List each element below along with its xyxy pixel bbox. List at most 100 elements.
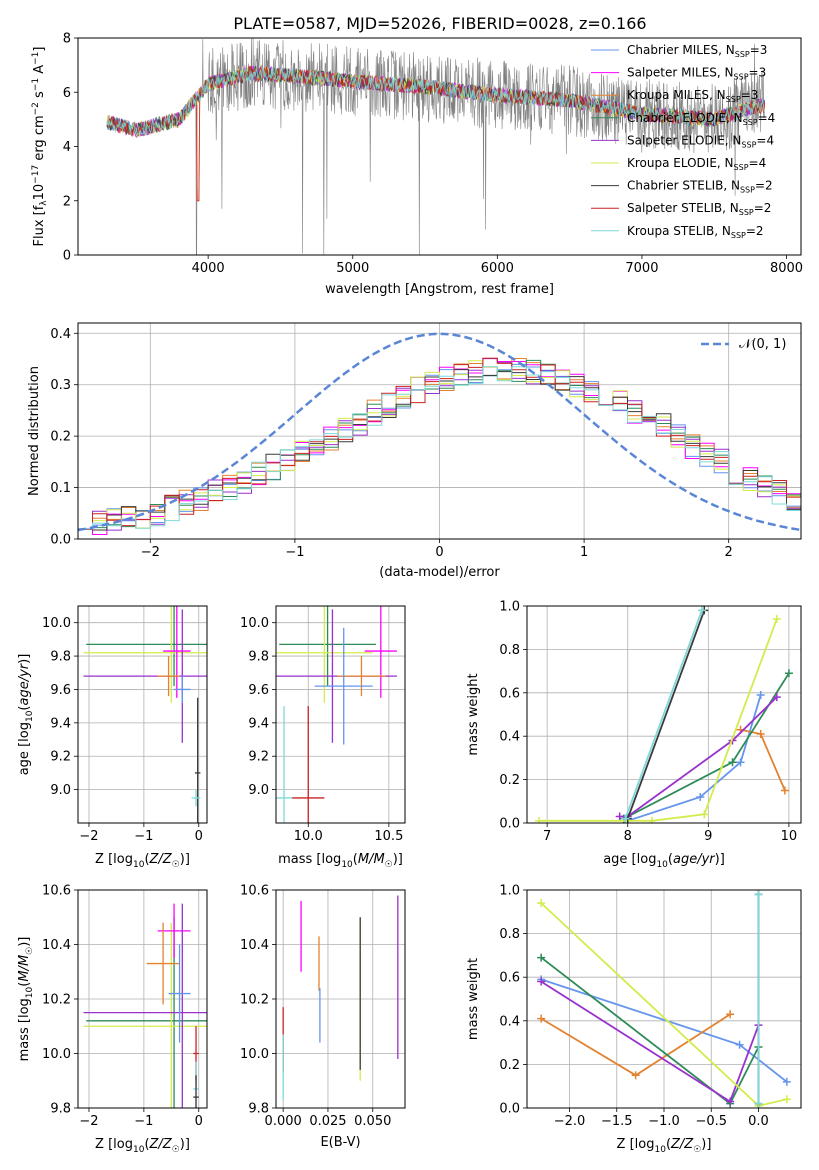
mass-weight-series-line bbox=[627, 694, 762, 822]
y-axis-label-part: ☉ bbox=[25, 947, 35, 955]
y-tick-label: 9.8 bbox=[50, 1102, 71, 1117]
y-axis-label: Normed distribution bbox=[27, 366, 42, 496]
mass-weight-marker bbox=[726, 1097, 735, 1106]
x-axis-label-part: 10 bbox=[133, 860, 145, 870]
y-tick-label: 9.2 bbox=[248, 750, 269, 765]
mass-weight-marker bbox=[735, 1040, 744, 1049]
y-axis-label-part: 10 bbox=[25, 986, 35, 998]
y-tick-label: 0.2 bbox=[499, 1058, 520, 1073]
y-tick-label: 9.6 bbox=[50, 683, 71, 698]
x-axis-label-part: ☉ bbox=[172, 1145, 180, 1155]
axes-frame bbox=[275, 605, 406, 824]
x-axis-label-part: Z [log bbox=[617, 1137, 655, 1152]
y-tick-label: 0.2 bbox=[499, 773, 520, 788]
y-axis-label-part: M/M bbox=[17, 955, 32, 982]
y-tick-label: 0.2 bbox=[50, 430, 71, 445]
y-tick-label: 10.0 bbox=[240, 616, 269, 631]
x-axis-label: Z [log10(Z/Z☉)] bbox=[95, 1137, 190, 1155]
y-tick-label: 10.0 bbox=[42, 1047, 71, 1062]
y-tick-label: 0.4 bbox=[50, 327, 71, 342]
mass-weight-marker bbox=[756, 730, 765, 739]
mass-weight-vs-age-panel: 7 8 9 10 0.0 0.2 0.4 0.6 0.8 1.0 mass weight age [l… bbox=[466, 600, 802, 870]
x-tick-label: −1 bbox=[134, 1114, 153, 1129]
y-axis-label-part: −17 bbox=[31, 165, 41, 184]
y-tick-label: 0.0 bbox=[50, 533, 71, 548]
y-axis-label-part: 10 bbox=[32, 184, 47, 201]
x-axis-label-part: ☉ bbox=[385, 860, 393, 870]
legend-subscript: SSP bbox=[726, 95, 741, 104]
mass-weight-marker bbox=[782, 1077, 791, 1086]
y-axis-label-part: erg cm bbox=[32, 115, 47, 164]
x-axis-label-part: 10 bbox=[341, 860, 353, 870]
x-axis-label-part: Z [log bbox=[95, 852, 133, 867]
y-tick-label: 0.3 bbox=[50, 378, 71, 393]
y-axis-label-part: age [log bbox=[17, 722, 32, 775]
y-tick-label: 10.0 bbox=[240, 1047, 269, 1062]
y-tick-label: 1.0 bbox=[499, 600, 520, 615]
x-axis-label-part: ( bbox=[144, 852, 149, 867]
legend-subscript: SSP bbox=[739, 208, 754, 217]
x-tick-label: 10.0 bbox=[294, 829, 323, 844]
y-tick-label: 0.6 bbox=[499, 971, 520, 986]
y-axis-label: age [log10(age/yr)] bbox=[17, 654, 35, 776]
mass-weight-marker bbox=[772, 693, 781, 702]
y-tick-label: 9.4 bbox=[50, 716, 71, 731]
x-axis-label-part: age/yr bbox=[673, 852, 716, 867]
mass-weight-vs-metallicity-panel: −2.0 −1.5 −1.0 −0.5 0.0 0.0 0.2 0.4 0.6 0.8 1.0 mas… bbox=[466, 884, 802, 1155]
axes-frame bbox=[77, 605, 208, 824]
mass-weight-marker bbox=[726, 1010, 735, 1019]
mass-weight-series-line bbox=[539, 618, 778, 822]
mass-weight-series-line bbox=[540, 956, 760, 1105]
plot-area bbox=[106, 38, 766, 255]
y-axis-label: mass [log10(M/M☉)] bbox=[17, 937, 35, 1062]
mass-weight-marker bbox=[700, 810, 709, 819]
legend-subscript: SSP bbox=[741, 140, 756, 149]
x-tick-label: 10 bbox=[781, 829, 798, 844]
x-axis-label-part: 10 bbox=[656, 860, 668, 870]
mass-weight-marker bbox=[754, 890, 763, 899]
x-axis-label: Z [log10(Z/Z☉)] bbox=[95, 852, 190, 870]
mass-weight-marker bbox=[615, 812, 624, 821]
x-tick-label: 10.5 bbox=[374, 829, 403, 844]
legend-suffix: =3 bbox=[741, 88, 759, 102]
y-tick-label: 9.8 bbox=[248, 1102, 269, 1117]
mass-weight-marker bbox=[728, 758, 737, 767]
legend-entry: Salpeter ELODIE, NSSP=4 bbox=[627, 133, 774, 149]
y-tick-label: 0.8 bbox=[499, 643, 520, 658]
mass-weight-series-line bbox=[619, 696, 778, 818]
y-axis-label-part: −2 bbox=[31, 102, 41, 115]
x-tick-label: 0.0 bbox=[748, 1114, 769, 1129]
plot-area bbox=[282, 895, 399, 1100]
y-axis-label: mass weight bbox=[466, 673, 481, 755]
mass-weight-marker bbox=[756, 690, 765, 699]
x-axis-label: Z [log10(Z/Z☉)] bbox=[617, 1137, 712, 1155]
plot-area bbox=[276, 606, 397, 823]
x-tick-label: 0.050 bbox=[354, 1114, 391, 1129]
axes-frame bbox=[77, 322, 802, 540]
legend-subscript: SSP bbox=[734, 73, 749, 82]
y-tick-label: 10.2 bbox=[240, 993, 269, 1008]
x-axis-label-part: age [log bbox=[603, 852, 656, 867]
mass-vs-extinction-panel: 0.000 0.025 0.050 9.8 10.0 10.2 10.4 10.6 E(B-V) bbox=[240, 884, 406, 1150]
legend-subscript: SSP bbox=[731, 231, 746, 240]
model-spectrum-line bbox=[106, 67, 766, 136]
legend-suffix: =2 bbox=[755, 179, 773, 193]
x-axis-label: wavelength [Angstrom, rest frame] bbox=[325, 282, 554, 297]
legend-entry: Salpeter STELIB, NSSP=2 bbox=[627, 201, 771, 217]
y-axis-label: mass weight bbox=[466, 958, 481, 1040]
x-tick-label: −0.5 bbox=[695, 1114, 727, 1129]
legend-entry: Chabrier ELODIE, NSSP=4 bbox=[627, 111, 775, 127]
legend-suffix: =3 bbox=[749, 66, 767, 80]
legend-suffix: =4 bbox=[756, 133, 774, 147]
mass-weight-marker bbox=[631, 1071, 640, 1080]
x-tick-label: −2 bbox=[79, 829, 98, 844]
y-axis-label-part: −1 bbox=[31, 52, 41, 65]
y-axis-label-part: A bbox=[32, 65, 47, 78]
x-axis-label-part: )] bbox=[180, 852, 190, 867]
y-tick-label: 4 bbox=[63, 140, 71, 155]
axes-frame bbox=[275, 889, 406, 1109]
y-tick-label: 9.0 bbox=[50, 783, 71, 798]
x-tick-label: 0.000 bbox=[265, 1114, 302, 1129]
axes-frame bbox=[526, 605, 802, 824]
x-tick-label: 8000 bbox=[770, 261, 803, 276]
